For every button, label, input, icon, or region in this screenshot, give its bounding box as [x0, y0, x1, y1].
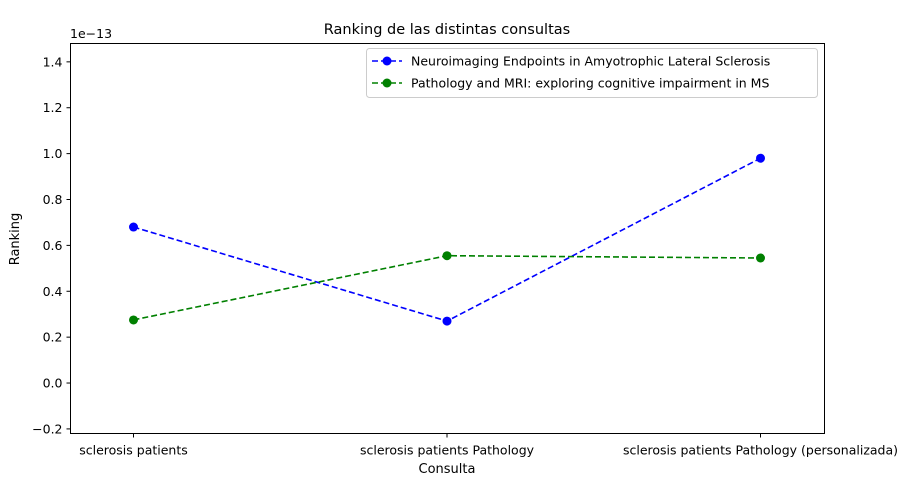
legend-marker	[382, 78, 392, 88]
data-point	[442, 251, 452, 261]
legend-box	[366, 48, 818, 98]
chart-title: Ranking de las distintas consultas	[324, 22, 570, 38]
y-tick-label: 0.2	[43, 330, 63, 345]
legend-label: Neuroimaging Endpoints in Amyotrophic La…	[411, 54, 770, 69]
plot-frame	[70, 43, 825, 434]
y-tick-label: 1.0	[43, 146, 63, 161]
y-offset-text: 1e−13	[70, 26, 112, 41]
y-tick-label: 0.6	[43, 238, 63, 253]
series-layer	[129, 153, 765, 326]
y-tick-label: 1.2	[43, 100, 63, 115]
x-tick-label: sclerosis patients Pathology (personaliz…	[623, 443, 898, 458]
legend-label: Pathology and MRI: exploring cognitive i…	[411, 76, 769, 91]
x-tick-label: sclerosis patients	[79, 443, 188, 458]
legend: Neuroimaging Endpoints in Amyotrophic La…	[366, 48, 818, 98]
data-point	[129, 222, 138, 232]
y-tick-label: 0.4	[43, 284, 63, 299]
y-tick-label: 1.4	[43, 54, 63, 69]
y-tick-label: 0.0	[43, 376, 63, 391]
data-point	[129, 315, 138, 325]
x-axis-label: Consulta	[419, 462, 476, 477]
x-tick-label: sclerosis patients Pathology	[360, 443, 535, 458]
data-point	[756, 253, 765, 263]
y-tick-label: −0.2	[32, 421, 62, 436]
legend-marker	[382, 56, 392, 66]
data-point	[756, 153, 765, 163]
data-point	[442, 316, 452, 326]
y-axis-label: Ranking	[8, 213, 23, 266]
ticks-layer: −0.2 0.0 0.2 0.4 0.6 0.8 1.0 1.2 1.4 sclerosis pa…	[32, 54, 898, 457]
y-tick-label: 0.8	[43, 192, 63, 207]
